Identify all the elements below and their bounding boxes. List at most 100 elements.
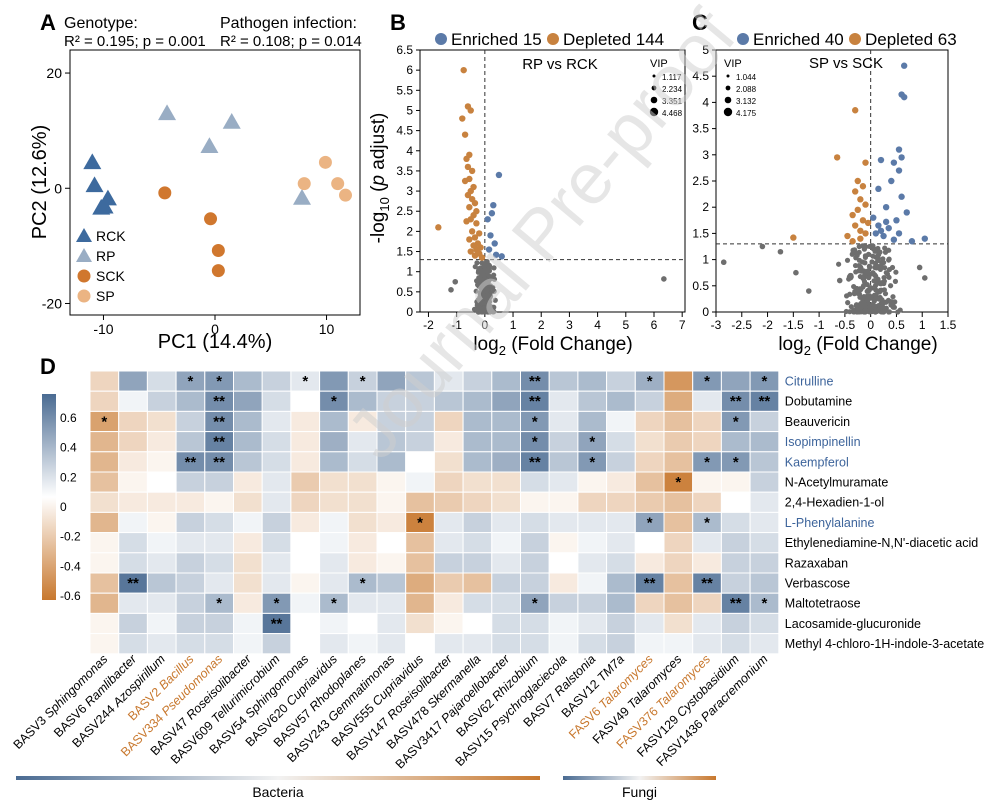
heatmap-cell bbox=[692, 552, 722, 574]
vip-size-marker bbox=[652, 74, 656, 78]
heatmap-cell bbox=[319, 572, 349, 594]
legend-label-enriched: Enriched 40 bbox=[753, 30, 844, 49]
heatmap-colorbar: 0.6 0.4 0.2 0 -0.2 -0.4 -0.6 bbox=[42, 394, 81, 603]
volcano-depleted-point bbox=[471, 199, 479, 207]
heatmap-cell bbox=[290, 471, 321, 493]
heatmap-row-label: N-Acetylmuramate bbox=[785, 476, 889, 490]
heatmap-cell bbox=[319, 451, 349, 473]
volcano-x-tick-label: -0.5 bbox=[835, 318, 856, 332]
heatmap-cell bbox=[118, 592, 148, 614]
group-bar-fungi bbox=[563, 776, 716, 780]
significance-marker: ** bbox=[730, 595, 742, 612]
volcano-depleted-point bbox=[461, 177, 469, 185]
heatmap-cell bbox=[261, 471, 292, 493]
heatmap-cell bbox=[548, 431, 579, 453]
heatmap-cell bbox=[491, 633, 521, 655]
volcano-nonsignificant-point bbox=[865, 268, 871, 274]
heatmap-cell bbox=[261, 451, 292, 473]
heatmap-cell bbox=[692, 612, 722, 635]
heatmap-cell bbox=[433, 471, 464, 493]
heatmap-cell bbox=[634, 552, 665, 574]
pca-y-tick-label: -20 bbox=[42, 295, 62, 311]
pca-point-sp bbox=[339, 188, 352, 202]
volcano-enriched-point bbox=[903, 209, 910, 216]
volcano-nonsignificant-point bbox=[475, 300, 481, 306]
volcano-depleted-point bbox=[844, 232, 851, 240]
volcano-nonsignificant-point bbox=[877, 304, 884, 311]
volcano-nonsignificant-point bbox=[882, 245, 888, 251]
heatmap-cell bbox=[634, 451, 665, 473]
volcano-nonsignificant-point bbox=[861, 268, 867, 274]
heatmap-cell bbox=[720, 511, 751, 534]
significance-marker: * bbox=[589, 454, 595, 471]
volcano-nonsignificant-point bbox=[793, 269, 799, 276]
vip-size-label: 4.175 bbox=[736, 109, 757, 118]
heatmap-cell bbox=[376, 592, 407, 614]
heatmap-cell bbox=[347, 552, 378, 574]
heatmap-cell bbox=[720, 532, 751, 554]
heatmap-cell bbox=[261, 572, 292, 594]
heatmap-cell bbox=[663, 633, 694, 655]
volcano-nonsignificant-point bbox=[886, 256, 892, 262]
heatmap-cell bbox=[433, 431, 464, 453]
heatmap-cell bbox=[204, 532, 235, 554]
volcano-enriched-point bbox=[898, 154, 905, 161]
vip-size-label: 4.468 bbox=[662, 109, 683, 118]
volcano-depleted-point bbox=[849, 238, 856, 245]
heatmap-cell bbox=[520, 491, 550, 513]
volcano-x-tick-label: -1 bbox=[451, 318, 462, 332]
volcano-enriched-point bbox=[880, 232, 887, 240]
volcano-y-tick-label: 5.5 bbox=[396, 83, 413, 97]
heatmap-cell bbox=[405, 612, 435, 635]
significance-marker: * bbox=[274, 595, 280, 612]
heatmap-cell bbox=[491, 552, 521, 574]
legend-marker-sck bbox=[77, 269, 91, 283]
heatmap-cell bbox=[319, 471, 349, 493]
heatmap-cell bbox=[261, 410, 292, 433]
heatmap-row-label: Lacosamide-glucuronide bbox=[785, 617, 921, 631]
heatmap-cell bbox=[692, 390, 722, 412]
heatmap-cell bbox=[118, 532, 148, 554]
legend-marker-enriched bbox=[435, 33, 447, 45]
pca-y-axis-label: PC2 (12.6%) bbox=[29, 125, 51, 240]
heatmap-cell bbox=[606, 471, 636, 493]
vip-size-marker bbox=[725, 85, 731, 91]
volcano-enriched-point bbox=[898, 193, 905, 200]
heatmap-cell bbox=[376, 491, 407, 513]
heatmap-cell bbox=[433, 511, 464, 534]
volcano-enriched-point bbox=[877, 156, 885, 164]
volcano-enriched-point bbox=[900, 62, 908, 69]
volcano-nonsignificant-point bbox=[893, 269, 899, 275]
volcano-nonsignificant-point bbox=[864, 288, 870, 294]
heatmap-cell bbox=[606, 390, 636, 412]
volcano-x-tick-label: 1 bbox=[919, 318, 926, 332]
heatmap-row-label: Verbascose bbox=[785, 577, 850, 591]
heatmap-cell bbox=[548, 552, 579, 574]
significance-marker: * bbox=[733, 454, 739, 471]
heatmap-cell bbox=[491, 431, 521, 453]
heatmap-cell bbox=[319, 491, 349, 513]
heatmap-cell bbox=[233, 633, 263, 655]
heatmap-cell bbox=[491, 451, 521, 473]
pca-x-tick-label: 10 bbox=[319, 321, 335, 337]
significance-marker: * bbox=[360, 575, 366, 592]
volcano-nonsignificant-point bbox=[479, 277, 485, 283]
volcano-y-tick-label: 5 bbox=[702, 43, 709, 57]
volcano-c-points bbox=[720, 62, 928, 315]
significance-marker: * bbox=[532, 434, 538, 451]
heatmap-row-label: Beauvericin bbox=[785, 415, 850, 429]
heatmap-cell bbox=[720, 491, 751, 513]
pca-point-sck bbox=[211, 243, 225, 257]
heatmap-cell bbox=[749, 471, 780, 493]
heatmap-cell bbox=[146, 390, 177, 412]
volcano-nonsignificant-point bbox=[853, 303, 859, 309]
volcano-nonsignificant-point bbox=[878, 259, 885, 265]
heatmap-cell bbox=[347, 491, 378, 513]
volcano-x-tick-label: -1 bbox=[814, 318, 825, 332]
heatmap-cell bbox=[261, 431, 292, 453]
heatmap-cell bbox=[319, 612, 349, 635]
volcano-nonsignificant-point bbox=[849, 251, 855, 257]
heatmap-cell bbox=[146, 612, 177, 635]
volcano-depleted-point bbox=[849, 211, 856, 219]
volcano-nonsignificant-point bbox=[856, 243, 862, 250]
